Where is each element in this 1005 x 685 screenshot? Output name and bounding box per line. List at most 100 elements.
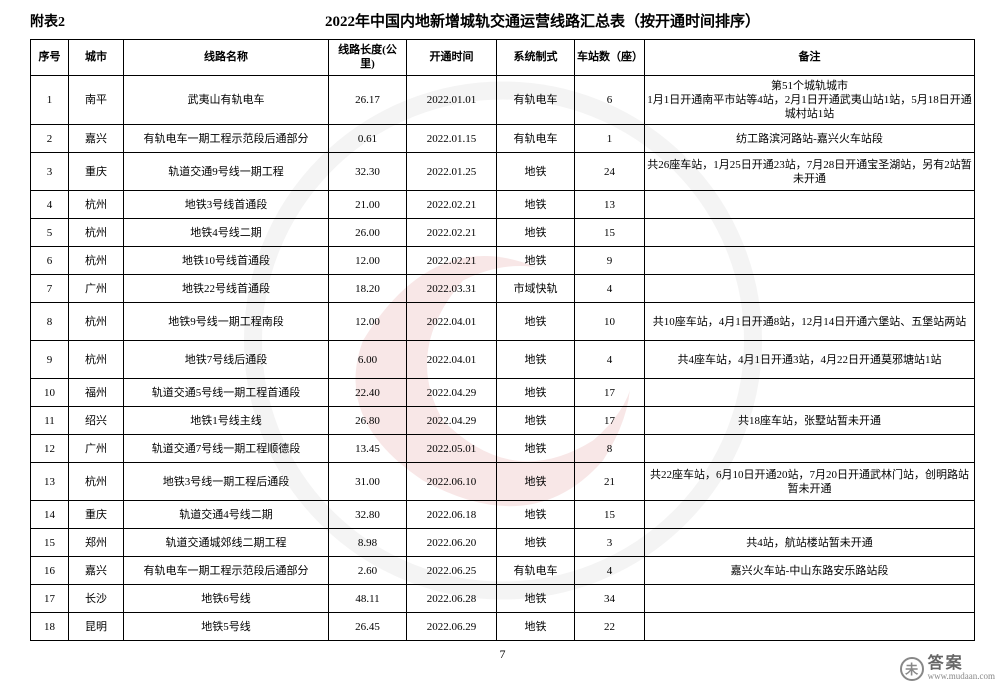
cell-date: 2022.06.29 xyxy=(407,613,497,641)
table-row: 1南平武夷山有轨电车26.172022.01.01有轨电车6第51个城轨城市1月… xyxy=(31,75,975,125)
cell-system: 地铁 xyxy=(497,613,575,641)
footer-text-cn: 答案 xyxy=(928,656,995,672)
cell-remark xyxy=(645,247,975,275)
cell-system: 地铁 xyxy=(497,219,575,247)
cell-stations: 4 xyxy=(575,557,645,585)
cell-name: 地铁10号线首通段 xyxy=(124,247,329,275)
cell-seq: 12 xyxy=(31,435,69,463)
cell-date: 2022.04.01 xyxy=(407,341,497,379)
cell-city: 广州 xyxy=(69,275,124,303)
cell-name: 地铁22号线首通段 xyxy=(124,275,329,303)
cell-city: 南平 xyxy=(69,75,124,125)
footer-text: 答案 www.mudaan.com xyxy=(928,656,995,681)
rail-lines-table: 序号 城市 线路名称 线路长度(公里) 开通时间 系统制式 车站数（座） 备注 … xyxy=(30,39,975,641)
col-header-seq: 序号 xyxy=(31,40,69,76)
cell-name: 地铁4号线二期 xyxy=(124,219,329,247)
cell-name: 地铁6号线 xyxy=(124,585,329,613)
cell-name: 地铁3号线一期工程后通段 xyxy=(124,463,329,501)
cell-name: 地铁7号线后通段 xyxy=(124,341,329,379)
cell-date: 2022.06.10 xyxy=(407,463,497,501)
cell-seq: 14 xyxy=(31,501,69,529)
cell-date: 2022.01.15 xyxy=(407,125,497,153)
cell-city: 杭州 xyxy=(69,191,124,219)
cell-name: 有轨电车一期工程示范段后通部分 xyxy=(124,125,329,153)
cell-remark: 纺工路滨河路站-嘉兴火车站段 xyxy=(645,125,975,153)
cell-remark xyxy=(645,585,975,613)
table-row: 5杭州地铁4号线二期26.002022.02.21地铁15 xyxy=(31,219,975,247)
cell-name: 地铁3号线首通段 xyxy=(124,191,329,219)
cell-date: 2022.02.21 xyxy=(407,191,497,219)
table-row: 10福州轨道交通5号线一期工程首通段22.402022.04.29地铁17 xyxy=(31,379,975,407)
cell-length: 26.17 xyxy=(329,75,407,125)
cell-city: 嘉兴 xyxy=(69,125,124,153)
cell-remark: 共4站，航站楼站暂未开通 xyxy=(645,529,975,557)
cell-length: 0.61 xyxy=(329,125,407,153)
table-row: 4杭州地铁3号线首通段21.002022.02.21地铁13 xyxy=(31,191,975,219)
cell-name: 有轨电车一期工程示范段后通部分 xyxy=(124,557,329,585)
cell-seq: 5 xyxy=(31,219,69,247)
table-row: 16嘉兴有轨电车一期工程示范段后通部分2.602022.06.25有轨电车4嘉兴… xyxy=(31,557,975,585)
cell-name: 轨道交通5号线一期工程首通段 xyxy=(124,379,329,407)
cell-date: 2022.02.21 xyxy=(407,247,497,275)
cell-length: 18.20 xyxy=(329,275,407,303)
table-row: 17长沙地铁6号线48.112022.06.28地铁34 xyxy=(31,585,975,613)
cell-stations: 4 xyxy=(575,275,645,303)
cell-city: 杭州 xyxy=(69,247,124,275)
cell-seq: 2 xyxy=(31,125,69,153)
cell-seq: 18 xyxy=(31,613,69,641)
cell-city: 杭州 xyxy=(69,303,124,341)
table-row: 11绍兴地铁1号线主线26.802022.04.29地铁17共18座车站，张墅站… xyxy=(31,407,975,435)
cell-seq: 1 xyxy=(31,75,69,125)
cell-remark: 共18座车站，张墅站暂未开通 xyxy=(645,407,975,435)
cell-date: 2022.06.28 xyxy=(407,585,497,613)
cell-length: 22.40 xyxy=(329,379,407,407)
cell-seq: 3 xyxy=(31,153,69,191)
cell-remark: 第51个城轨城市1月1日开通南平市站等4站，2月1日开通武夷山站1站，5月18日… xyxy=(645,75,975,125)
cell-remark: 共10座车站，4月1日开通8站，12月14日开通六堡站、五堡站两站 xyxy=(645,303,975,341)
cell-remark xyxy=(645,219,975,247)
cell-seq: 7 xyxy=(31,275,69,303)
col-header-system: 系统制式 xyxy=(497,40,575,76)
cell-date: 2022.04.29 xyxy=(407,407,497,435)
cell-length: 6.00 xyxy=(329,341,407,379)
cell-stations: 9 xyxy=(575,247,645,275)
cell-date: 2022.01.25 xyxy=(407,153,497,191)
cell-system: 地铁 xyxy=(497,407,575,435)
footer-brand: 未 答案 www.mudaan.com xyxy=(900,656,995,681)
cell-name: 地铁5号线 xyxy=(124,613,329,641)
table-header-row: 序号 城市 线路名称 线路长度(公里) 开通时间 系统制式 车站数（座） 备注 xyxy=(31,40,975,76)
cell-system: 地铁 xyxy=(497,463,575,501)
cell-city: 重庆 xyxy=(69,501,124,529)
cell-system: 市域快轨 xyxy=(497,275,575,303)
cell-city: 杭州 xyxy=(69,219,124,247)
cell-city: 昆明 xyxy=(69,613,124,641)
cell-length: 48.11 xyxy=(329,585,407,613)
cell-name: 武夷山有轨电车 xyxy=(124,75,329,125)
cell-seq: 10 xyxy=(31,379,69,407)
cell-city: 杭州 xyxy=(69,341,124,379)
cell-seq: 9 xyxy=(31,341,69,379)
cell-city: 重庆 xyxy=(69,153,124,191)
cell-remark: 共22座车站，6月10日开通20站，7月20日开通武林门站，创明路站暂未开通 xyxy=(645,463,975,501)
cell-date: 2022.06.25 xyxy=(407,557,497,585)
cell-city: 福州 xyxy=(69,379,124,407)
cell-stations: 15 xyxy=(575,501,645,529)
cell-remark: 嘉兴火车站-中山东路安乐路站段 xyxy=(645,557,975,585)
cell-system: 地铁 xyxy=(497,191,575,219)
cell-remark: 共26座车站，1月25日开通23站，7月28日开通宝圣湖站，另有2站暂未开通 xyxy=(645,153,975,191)
cell-length: 21.00 xyxy=(329,191,407,219)
cell-length: 8.98 xyxy=(329,529,407,557)
cell-stations: 10 xyxy=(575,303,645,341)
cell-city: 郑州 xyxy=(69,529,124,557)
cell-city: 广州 xyxy=(69,435,124,463)
cell-stations: 3 xyxy=(575,529,645,557)
col-header-length: 线路长度(公里) xyxy=(329,40,407,76)
table-row: 2嘉兴有轨电车一期工程示范段后通部分0.612022.01.15有轨电车1纺工路… xyxy=(31,125,975,153)
cell-remark xyxy=(645,613,975,641)
cell-name: 地铁9号线一期工程南段 xyxy=(124,303,329,341)
cell-stations: 22 xyxy=(575,613,645,641)
table-row: 9杭州地铁7号线后通段6.002022.04.01地铁4共4座车站，4月1日开通… xyxy=(31,341,975,379)
table-row: 7广州地铁22号线首通段18.202022.03.31市域快轨4 xyxy=(31,275,975,303)
cell-remark: 共4座车站，4月1日开通3站，4月22日开通莫邪塘站1站 xyxy=(645,341,975,379)
cell-system: 地铁 xyxy=(497,247,575,275)
